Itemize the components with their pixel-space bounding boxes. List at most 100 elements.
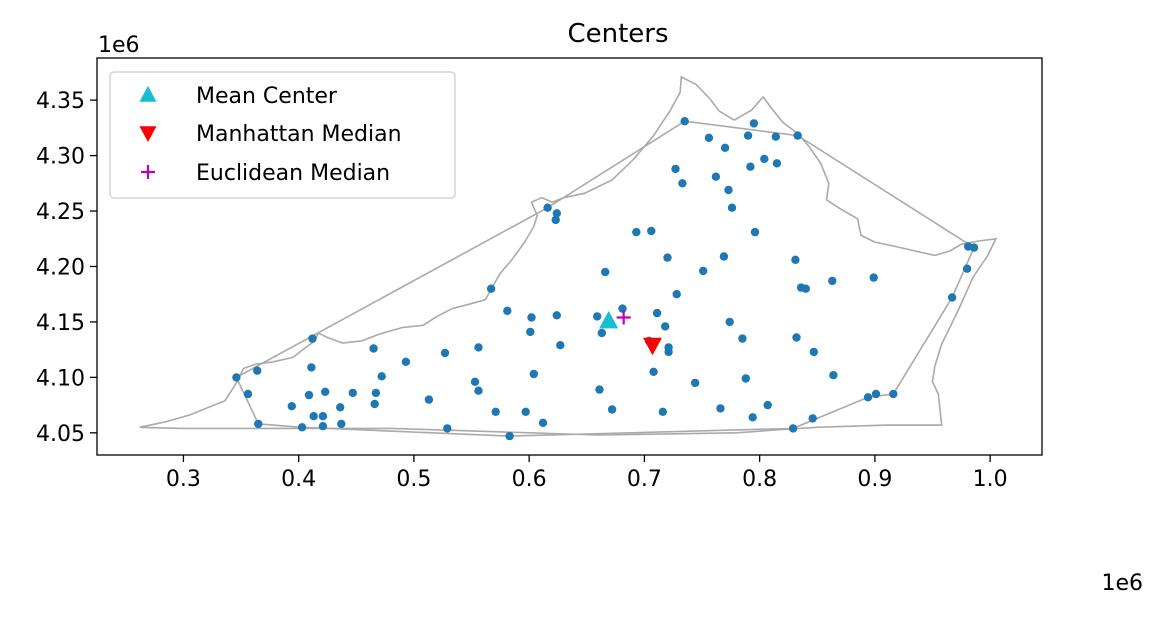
data-point	[663, 253, 672, 262]
x-axis-ticks: 0.3 0.4 0.5 0.6 0.7 0.8 0.9 1.0	[166, 455, 1008, 492]
data-point	[529, 369, 538, 379]
data-point	[474, 386, 483, 395]
data-point	[254, 419, 263, 429]
y-tick-label: 4.20	[36, 255, 85, 280]
data-point	[750, 227, 760, 237]
data-point	[601, 267, 610, 277]
data-point	[652, 308, 662, 318]
data-point	[307, 363, 316, 372]
y-axis-ticks: 4.05 4.10 4.15 4.20 4.25 4.30 4.35	[36, 89, 97, 447]
x-tick-label: 0.3	[166, 467, 201, 492]
legend: Mean Center Manhattan Median Euclidean Med…	[109, 71, 456, 199]
y-tick-label: 4.15	[36, 311, 85, 336]
data-point	[672, 290, 681, 299]
data-point	[232, 373, 241, 382]
data-point	[370, 399, 379, 409]
data-point	[304, 390, 314, 400]
data-point	[647, 226, 656, 236]
data-point	[863, 393, 873, 402]
x-tick-label: 0.9	[857, 467, 892, 492]
data-point	[440, 348, 450, 358]
data-point	[658, 407, 667, 416]
data-point	[371, 388, 381, 398]
data-point	[962, 264, 972, 273]
data-point	[551, 215, 560, 225]
data-point	[597, 328, 606, 338]
data-point	[741, 374, 750, 383]
points-layer	[232, 117, 979, 441]
x-tick-label: 0.7	[627, 467, 662, 492]
data-point	[829, 371, 838, 380]
euclidean-median-marker	[616, 310, 631, 325]
data-point	[680, 117, 689, 126]
data-point	[486, 284, 496, 293]
data-point	[593, 312, 602, 321]
y-tick-label: 4.25	[36, 200, 85, 225]
data-point	[538, 418, 548, 427]
data-point	[711, 172, 721, 181]
data-point	[720, 143, 730, 152]
data-point	[526, 327, 535, 337]
data-point	[671, 164, 680, 174]
data-point	[743, 131, 753, 140]
mean-center-marker	[599, 310, 619, 329]
x-tick-label: 0.6	[512, 467, 547, 492]
data-point	[664, 347, 673, 357]
data-point	[474, 343, 483, 352]
data-point	[947, 293, 957, 302]
data-point	[618, 304, 627, 313]
data-point	[309, 412, 318, 421]
centers-layer	[599, 310, 662, 356]
data-point	[772, 159, 782, 168]
legend-label: Euclidean Median	[196, 161, 390, 186]
data-point	[690, 378, 700, 388]
data-point	[725, 317, 734, 327]
data-point	[828, 276, 837, 286]
x-tick-label: 0.5	[396, 467, 431, 492]
axes-frame	[96, 57, 1043, 456]
data-point	[443, 424, 452, 433]
y-axis-offset-label: 1e6	[98, 33, 140, 58]
data-point	[809, 347, 818, 357]
legend-marker-mean-center	[139, 86, 157, 102]
legend-marker-euclidean-median	[141, 165, 155, 179]
y-tick-label: 4.05	[36, 422, 85, 447]
data-point	[369, 344, 378, 353]
data-point	[337, 419, 346, 429]
data-point	[871, 389, 881, 399]
data-point	[788, 424, 798, 433]
data-point	[808, 414, 817, 423]
data-point	[716, 404, 725, 413]
legend-box	[109, 71, 456, 199]
data-point	[969, 243, 979, 252]
data-point	[401, 357, 411, 366]
data-point	[632, 227, 641, 237]
data-point	[336, 403, 345, 412]
data-point	[661, 322, 670, 331]
chart-title: Centers	[567, 19, 668, 49]
data-point	[470, 377, 480, 386]
data-point	[746, 162, 755, 171]
state-outline	[139, 75, 998, 436]
data-point	[719, 252, 729, 261]
data-point	[556, 341, 565, 350]
data-point	[321, 387, 330, 396]
y-tick-label: 4.35	[36, 89, 85, 114]
data-point	[760, 154, 769, 164]
data-point	[308, 334, 317, 343]
data-point	[253, 366, 262, 375]
data-point	[724, 185, 733, 195]
data-point	[678, 179, 687, 188]
x-tick-label: 0.8	[742, 467, 777, 492]
data-point	[771, 132, 780, 141]
data-point	[704, 133, 714, 142]
data-point	[869, 273, 878, 282]
x-tick-label: 1.0	[973, 467, 1008, 492]
data-point	[792, 333, 801, 342]
data-point	[763, 400, 772, 410]
data-point	[552, 209, 561, 218]
data-point	[503, 306, 512, 315]
data-point	[699, 266, 708, 276]
data-point	[749, 119, 759, 128]
